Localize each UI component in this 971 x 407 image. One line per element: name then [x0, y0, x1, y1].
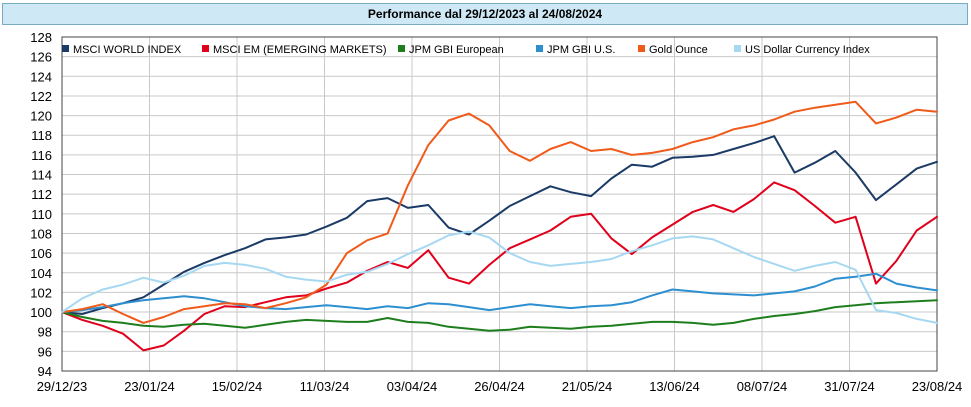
x-tick-label: 11/03/24 [300, 379, 350, 394]
legend-swatch [734, 45, 741, 52]
x-tick-label: 13/06/24 [649, 379, 700, 394]
legend-label: JPM GBI U.S. [547, 44, 615, 56]
grid [61, 36, 938, 372]
y-tick-label: 96 [38, 344, 52, 359]
x-tick-label: 26/04/24 [474, 379, 525, 394]
axes: 94 96 98 100 102 104 106 108 110 112 114 116 118 120 1… [30, 30, 962, 394]
legend[interactable]: MSCI WORLD INDEX MSCI EM (EMERGING MARKET… [62, 44, 870, 56]
x-tick-label: 31/07/24 [824, 379, 875, 394]
legend-label: US Dollar Currency Index [745, 44, 870, 56]
x-tick-label: 03/04/24 [387, 379, 438, 394]
x-tick-label: 08/07/24 [737, 379, 788, 394]
legend-label: Gold Ounce [649, 44, 708, 56]
y-tick-label: 102 [30, 285, 52, 300]
plot-frame [61, 36, 938, 372]
y-tick-label: 106 [30, 246, 52, 261]
y-tick-label: 110 [31, 207, 52, 222]
x-tick-label: 23/01/24 [124, 379, 175, 394]
legend-swatch [536, 45, 543, 52]
legend-swatch [202, 45, 209, 52]
y-tick-label: 112 [31, 187, 52, 202]
chart-title: Performance dal 29/12/2023 al 24/08/2024 [2, 3, 968, 25]
legend-item-4[interactable]: Gold Ounce [638, 44, 708, 56]
series-line-5 [61, 230, 938, 324]
legend-swatch [62, 45, 69, 52]
y-tick-label: 118 [31, 128, 52, 143]
y-tick-label: 120 [30, 109, 52, 124]
series-line-2 [61, 299, 938, 332]
y-tick-label: 116 [31, 148, 52, 163]
x-tick-label: 21/05/24 [562, 379, 613, 394]
legend-item-5[interactable]: US Dollar Currency Index [734, 44, 870, 56]
y-tick-label: 114 [31, 168, 52, 183]
y-tick-label: 104 [30, 266, 52, 281]
y-tick-label: 128 [30, 30, 52, 45]
legend-label: MSCI EM (EMERGING MARKETS) [213, 44, 387, 56]
legend-item-2[interactable]: JPM GBI European [398, 44, 504, 56]
x-tick-label: 29/12/23 [37, 379, 88, 394]
y-tick-label: 98 [38, 325, 52, 340]
legend-swatch [638, 45, 645, 52]
y-tick-label: 124 [30, 69, 52, 84]
legend-item-0[interactable]: MSCI WORLD INDEX [62, 44, 182, 56]
y-tick-label: 126 [30, 50, 52, 65]
y-tick-label: 100 [30, 305, 52, 320]
performance-chart: 94 96 98 100 102 104 106 108 110 112 114 116 118 120 1… [30, 30, 962, 394]
series-line-1 [61, 181, 938, 352]
series-line-3 [61, 272, 938, 314]
legend-item-3[interactable]: JPM GBI U.S. [536, 44, 615, 56]
legend-swatch [398, 45, 405, 52]
legend-label: JPM GBI European [409, 44, 504, 56]
legend-label: MSCI WORLD INDEX [73, 44, 182, 56]
y-tick-label: 108 [30, 226, 52, 241]
x-tick-label: 15/02/24 [212, 379, 263, 394]
y-tick-label: 94 [38, 364, 52, 379]
x-tick-label: 23/08/24 [912, 379, 963, 394]
series-line-4 [61, 100, 938, 324]
series-line-0 [61, 135, 938, 315]
legend-item-1[interactable]: MSCI EM (EMERGING MARKETS) [202, 44, 387, 56]
series-lines [61, 100, 938, 352]
y-tick-label: 122 [30, 89, 52, 104]
